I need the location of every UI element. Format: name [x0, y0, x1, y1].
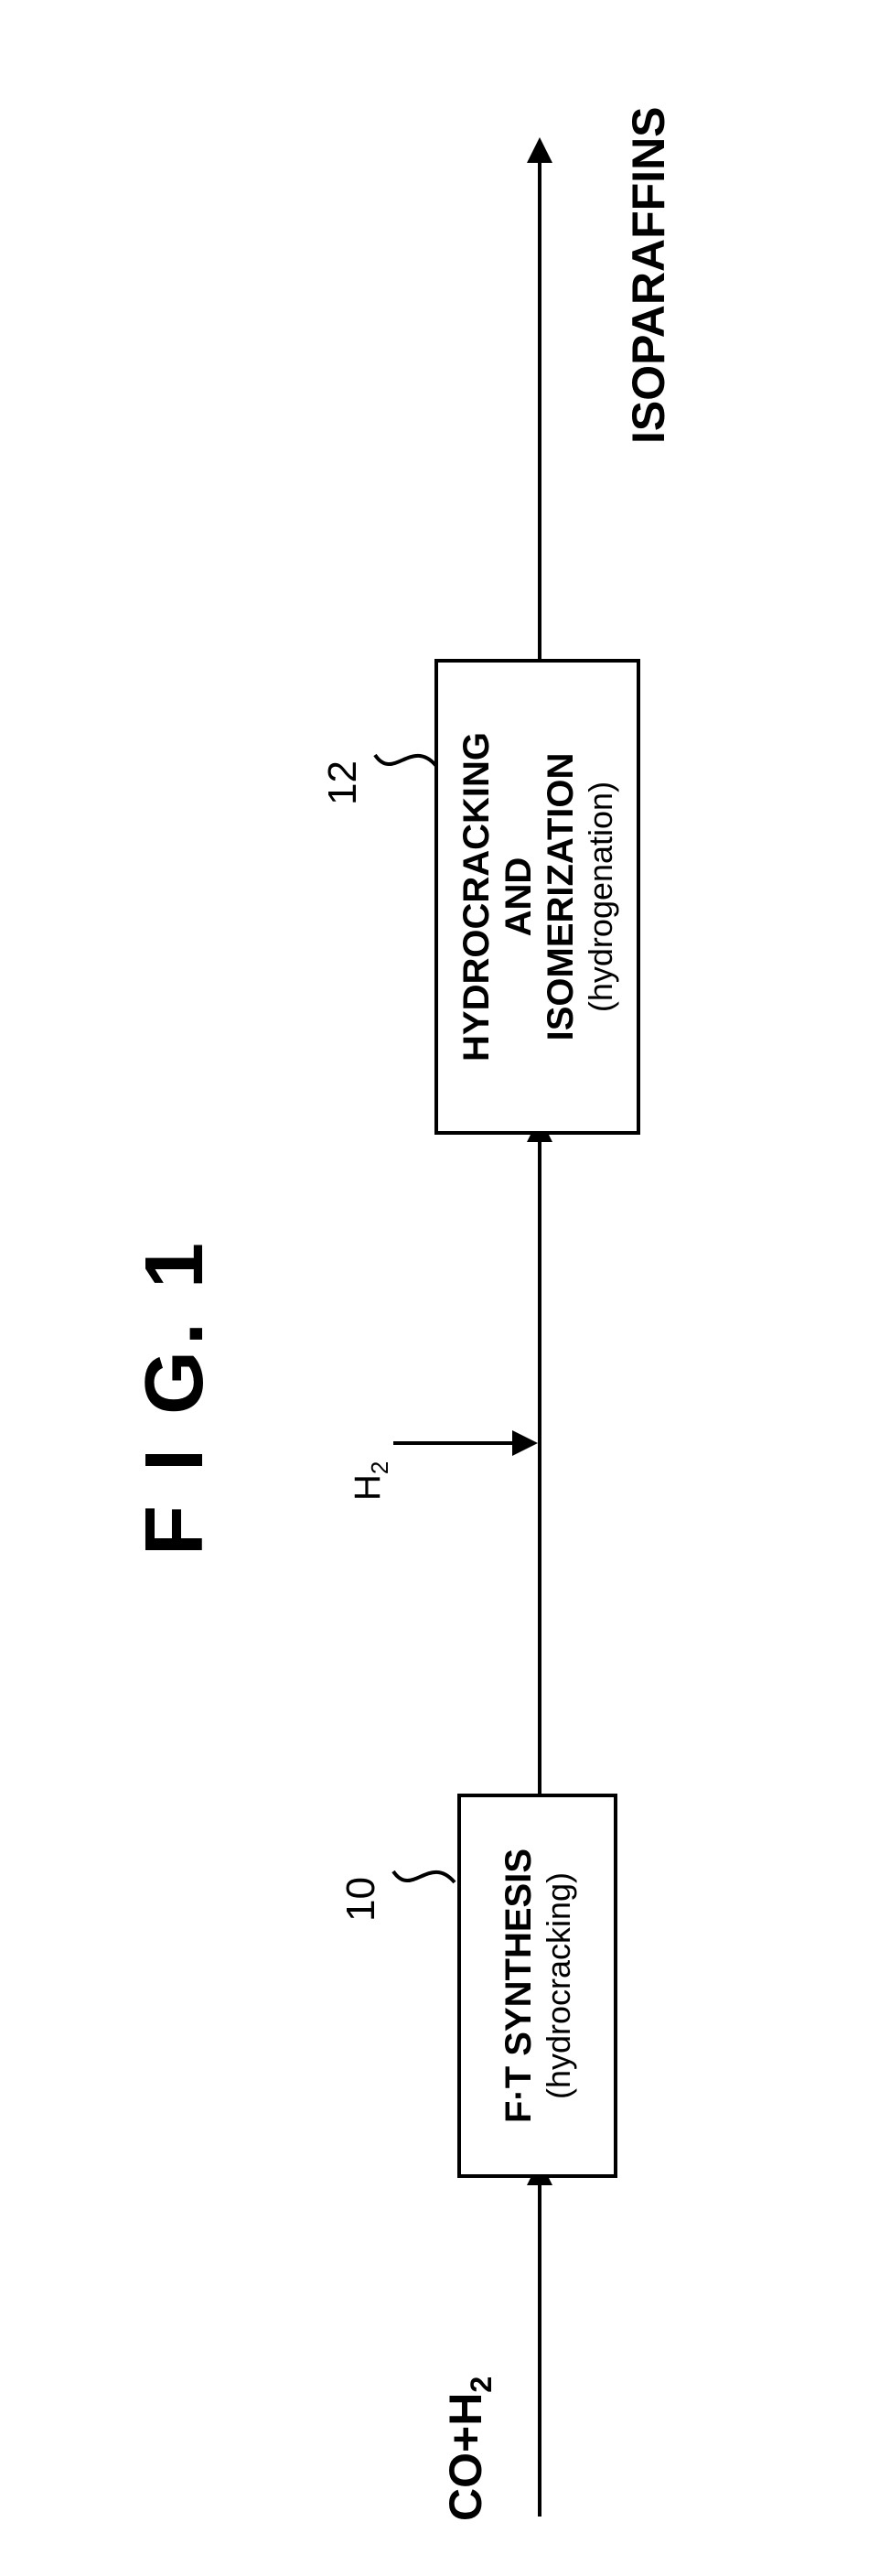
block-ft-synthesis-box: F·T SYNTHESIS (hydrocracking)	[457, 1794, 617, 2178]
input-label-sub: 2	[465, 2377, 498, 2393]
block-ft-synthesis: F·T SYNTHESIS (hydrocracking)	[457, 1794, 617, 2178]
block2-line4: (hydrogenation)	[582, 781, 619, 1012]
block2-box: HYDROCRACKING AND ISOMERIZATION (hydroge…	[434, 659, 640, 1135]
block1-leader	[389, 1862, 462, 1908]
block2-leader	[370, 746, 444, 792]
figure-canvas: F I G. 1 F·T SYNTHESIS (hydrocracking) 1…	[0, 0, 879, 2576]
block1-line2: (hydrocracking)	[540, 1872, 577, 2099]
h2-label-prefix: H	[348, 1474, 388, 1501]
h2-feed-line	[393, 1441, 521, 1445]
block2-line2: AND	[498, 857, 540, 937]
flow-line-input-to-block1	[538, 2178, 541, 2517]
figure-title-text: F I G. 1	[129, 1237, 220, 1556]
flow-line-block2-to-output	[538, 156, 541, 661]
arrowhead-output	[527, 137, 552, 163]
block1-line1: F·T SYNTHESIS	[498, 1848, 540, 2123]
input-label-prefix: CO+H	[440, 2393, 491, 2521]
output-label-text: ISOPARAFFINS	[623, 106, 674, 444]
output-label: ISOPARAFFINS	[622, 106, 675, 444]
block2-line3: ISOMERIZATION	[540, 753, 582, 1041]
block-hydrocracking-isomerization: HYDROCRACKING AND ISOMERIZATION (hydroge…	[434, 659, 640, 1135]
block2-line1: HYDROCRACKING	[456, 732, 498, 1062]
h2-label: H2	[348, 1461, 394, 1501]
block1-number: 10	[338, 1877, 384, 1922]
flow-line-block1-to-block2	[538, 1135, 541, 1794]
h2-feed-arrowhead	[512, 1430, 538, 1456]
input-label: CO+H2	[439, 2377, 498, 2521]
h2-label-sub: 2	[366, 1461, 393, 1474]
figure-title: F I G. 1	[128, 1237, 222, 1556]
block2-number: 12	[320, 760, 366, 805]
